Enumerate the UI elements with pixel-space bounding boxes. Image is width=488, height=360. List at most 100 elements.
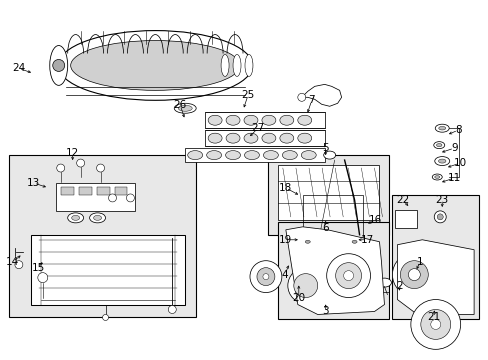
Bar <box>185 148 324 162</box>
Circle shape <box>96 164 104 172</box>
Text: 17: 17 <box>360 235 373 245</box>
Text: 5: 5 <box>322 143 328 153</box>
Circle shape <box>287 268 323 303</box>
Circle shape <box>38 273 48 283</box>
Text: 15: 15 <box>32 263 45 273</box>
Ellipse shape <box>50 45 67 85</box>
Ellipse shape <box>297 133 311 143</box>
Ellipse shape <box>67 213 83 223</box>
Bar <box>395 210 416 228</box>
Bar <box>96 187 109 195</box>
Ellipse shape <box>89 213 105 223</box>
Ellipse shape <box>206 150 221 159</box>
Ellipse shape <box>431 174 441 180</box>
Text: 26: 26 <box>173 100 186 110</box>
Text: 2: 2 <box>395 280 402 291</box>
Ellipse shape <box>208 133 222 143</box>
Bar <box>205 112 324 128</box>
Ellipse shape <box>262 115 275 125</box>
Ellipse shape <box>301 150 316 159</box>
Circle shape <box>407 269 420 280</box>
Text: 21: 21 <box>427 312 440 323</box>
Ellipse shape <box>244 115 258 125</box>
Ellipse shape <box>244 133 258 143</box>
Bar <box>267 155 388 235</box>
Ellipse shape <box>244 54 252 76</box>
Circle shape <box>392 253 435 297</box>
Ellipse shape <box>434 157 449 166</box>
Ellipse shape <box>305 240 309 243</box>
Text: 11: 11 <box>447 173 460 183</box>
Text: 4: 4 <box>281 270 287 280</box>
Bar <box>9 155 196 318</box>
Circle shape <box>420 310 450 339</box>
Text: 13: 13 <box>27 178 41 188</box>
Ellipse shape <box>377 278 390 287</box>
Bar <box>205 130 324 146</box>
Ellipse shape <box>438 126 445 130</box>
Circle shape <box>297 93 305 101</box>
Circle shape <box>400 261 427 289</box>
Ellipse shape <box>244 150 259 159</box>
Circle shape <box>436 214 442 220</box>
Text: 20: 20 <box>292 293 305 302</box>
Text: 25: 25 <box>241 90 254 100</box>
Ellipse shape <box>279 115 293 125</box>
Circle shape <box>53 59 64 71</box>
Bar <box>56 183 135 211</box>
Circle shape <box>293 274 317 298</box>
Text: 22: 22 <box>395 195 408 205</box>
Ellipse shape <box>282 150 297 159</box>
Text: 8: 8 <box>454 125 461 135</box>
Ellipse shape <box>225 115 240 125</box>
Ellipse shape <box>174 103 196 113</box>
Bar <box>31 235 185 305</box>
Ellipse shape <box>72 215 80 220</box>
Ellipse shape <box>438 159 445 163</box>
Text: 1: 1 <box>416 257 423 267</box>
Ellipse shape <box>208 115 222 125</box>
Text: 23: 23 <box>435 195 448 205</box>
Bar <box>277 222 388 319</box>
Circle shape <box>108 194 116 202</box>
Circle shape <box>343 271 353 280</box>
Ellipse shape <box>433 141 444 149</box>
Circle shape <box>168 306 176 314</box>
Ellipse shape <box>279 133 293 143</box>
Ellipse shape <box>262 133 275 143</box>
Ellipse shape <box>348 238 360 246</box>
Circle shape <box>335 263 361 289</box>
Bar <box>277 165 379 220</box>
Text: 6: 6 <box>322 223 328 233</box>
Bar <box>114 187 127 195</box>
Ellipse shape <box>225 133 240 143</box>
Text: 18: 18 <box>279 183 292 193</box>
Ellipse shape <box>351 240 356 243</box>
Text: 24: 24 <box>12 63 25 73</box>
Circle shape <box>410 300 460 349</box>
Circle shape <box>263 274 268 280</box>
Ellipse shape <box>233 54 241 76</box>
Text: 10: 10 <box>453 158 466 168</box>
Ellipse shape <box>301 238 313 246</box>
Text: 14: 14 <box>6 257 20 267</box>
Polygon shape <box>285 227 384 315</box>
Text: 19: 19 <box>279 235 292 245</box>
Ellipse shape <box>263 150 278 159</box>
Circle shape <box>102 315 108 320</box>
Text: 9: 9 <box>450 143 457 153</box>
Circle shape <box>57 164 64 172</box>
Ellipse shape <box>436 144 441 147</box>
Bar <box>61 187 74 195</box>
Ellipse shape <box>225 150 240 159</box>
Bar <box>302 195 362 237</box>
Ellipse shape <box>323 151 335 159</box>
Ellipse shape <box>434 124 448 132</box>
Ellipse shape <box>71 41 240 90</box>
Circle shape <box>430 319 440 329</box>
Ellipse shape <box>93 215 102 220</box>
Ellipse shape <box>178 105 192 111</box>
Ellipse shape <box>221 54 228 76</box>
Text: 12: 12 <box>66 148 79 158</box>
Ellipse shape <box>297 115 311 125</box>
